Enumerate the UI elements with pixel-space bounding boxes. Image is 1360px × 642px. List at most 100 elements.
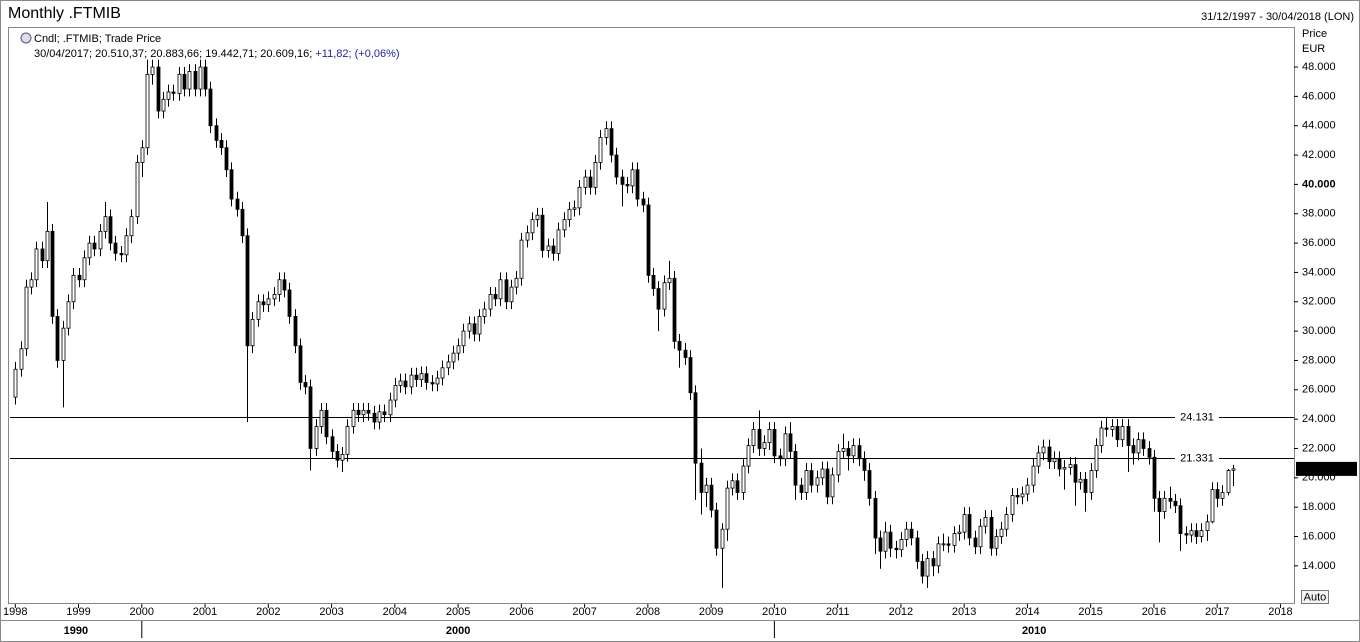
candle-body (620, 176, 625, 185)
reference-label: 21.331 (1180, 452, 1214, 464)
candle-body (841, 448, 846, 452)
y-tick-label: 48.000 (1302, 61, 1336, 73)
candle-body (1083, 478, 1088, 493)
candle-body (1104, 427, 1109, 430)
candle-body (446, 361, 451, 369)
candle-body (71, 274, 76, 303)
candle-body (293, 316, 298, 347)
candle-body (488, 294, 493, 310)
candle-body (1025, 484, 1030, 495)
candle-body (66, 301, 71, 329)
candle-body (261, 301, 266, 306)
candle-body (482, 308, 487, 317)
candle-body (1068, 464, 1073, 468)
candle-body (672, 277, 677, 342)
candle-body (161, 98, 166, 112)
candle-body (883, 531, 888, 552)
candle-body (119, 252, 124, 256)
candle-body (836, 451, 841, 476)
candle-body (540, 214, 545, 251)
candle-body (952, 533, 957, 546)
candle-body (941, 543, 946, 546)
candle-body (757, 429, 762, 449)
candle-body (198, 66, 203, 90)
candle-body (319, 409, 324, 427)
candle-body (936, 543, 941, 567)
date-range: 31/12/1997 - 30/04/2018 (LON) (1201, 11, 1354, 23)
candle-body (393, 384, 398, 401)
candle-body (783, 433, 788, 460)
candle-body (1231, 468, 1236, 471)
candle-body (214, 125, 219, 141)
candle-body (767, 429, 772, 444)
info-line: 30/04/2017; 20.510,37; 20.883,66; 19.442… (34, 48, 400, 60)
candle-body (461, 330, 466, 347)
currency: EUR (1302, 43, 1325, 55)
candle-body (725, 487, 730, 530)
candle-body (535, 214, 540, 221)
candle-body (562, 219, 567, 231)
x-tick-label: 2005 (446, 606, 470, 618)
y-tick-label: 14.000 (1302, 560, 1336, 572)
candle-body (330, 436, 335, 452)
candle-body (467, 323, 472, 332)
candle-body (915, 537, 920, 562)
candle-body (1036, 452, 1041, 467)
y-tick-label: 38.000 (1302, 208, 1336, 220)
candle-body (177, 73, 182, 94)
candle-body (335, 451, 340, 461)
candle-body (1110, 426, 1115, 430)
candle-body (683, 349, 688, 358)
candle-body (878, 537, 883, 552)
candle-body (1136, 439, 1141, 454)
candle-body (1126, 426, 1131, 446)
candle-body (61, 327, 66, 361)
candle-body (1031, 465, 1036, 486)
candle-body (1089, 470, 1094, 493)
candle-body (530, 219, 535, 234)
legend-icon[interactable] (20, 32, 32, 44)
candle-body (451, 352, 456, 363)
candle-body (730, 480, 735, 489)
candle-body (356, 409, 361, 416)
decade-label: 2000 (446, 625, 470, 637)
candle-body (82, 257, 87, 281)
x-tick-label: 2009 (699, 606, 723, 618)
candle-body (630, 169, 635, 187)
candle-body (577, 186, 582, 209)
candle-body (625, 183, 630, 187)
candle-body (894, 547, 899, 551)
candle-body (973, 537, 978, 548)
candle-body (635, 169, 640, 200)
candle-body (556, 229, 561, 254)
candle-body (741, 465, 746, 493)
axis-title: Price (1302, 28, 1327, 40)
candle-body (1210, 489, 1215, 523)
x-tick-label: 2013 (952, 606, 976, 618)
candle-body (656, 288, 661, 310)
candle-body (229, 169, 234, 200)
candle-body (366, 409, 371, 414)
candle-body (746, 445, 751, 467)
candle-body (662, 282, 667, 310)
candle-body (430, 382, 435, 385)
candle-body (983, 517, 988, 527)
candle-body (498, 279, 503, 300)
candle-body (967, 514, 972, 539)
candle-body (825, 468, 830, 498)
candle-body (1120, 426, 1125, 441)
candle-body (714, 509, 719, 549)
candle-body (1141, 439, 1146, 449)
candle-body (1199, 530, 1204, 537)
candle-body (145, 73, 150, 149)
candle-body (772, 429, 777, 457)
candle-body (931, 558, 936, 567)
candle-body (788, 433, 793, 452)
y-tick-label: 22.000 (1302, 442, 1336, 454)
candle-body (519, 239, 524, 279)
candle-body (1194, 530, 1199, 537)
candle-body (150, 66, 155, 75)
auto-button[interactable] (1301, 590, 1329, 604)
candle-body (1015, 495, 1020, 498)
